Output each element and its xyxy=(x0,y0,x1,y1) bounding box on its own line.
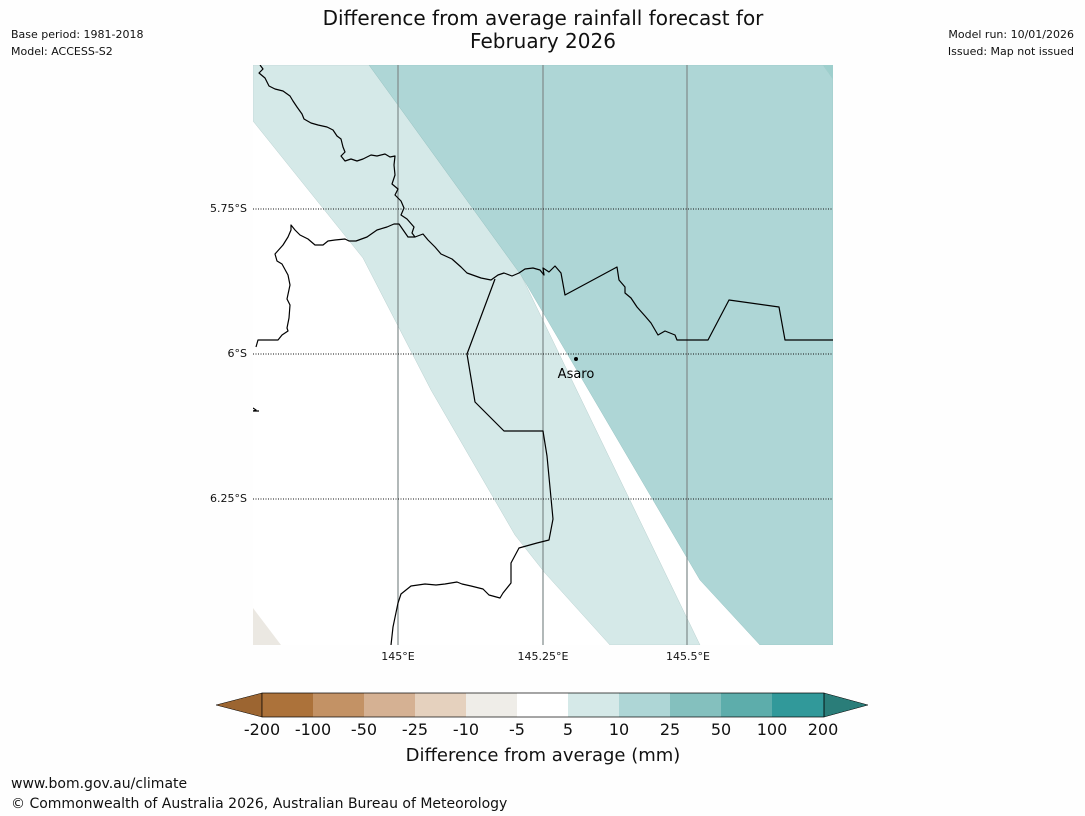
metadata-left: Base period: 1981-2018 Model: ACCESS-S2 xyxy=(11,26,143,60)
colorbar-tick-label: -50 xyxy=(350,720,378,739)
colorbar-tick-label: 50 xyxy=(710,720,732,739)
colorbar-tick-label: 5 xyxy=(562,720,574,739)
map-svg[interactable]: Asaro xyxy=(253,65,833,645)
lat-label-6-25: 6.25°S xyxy=(210,492,247,505)
colorbar-swatch-1 xyxy=(262,693,313,717)
shade-zone-neg-5-10 xyxy=(253,608,281,645)
colorbar-tick-label: -25 xyxy=(401,720,429,739)
title-line-1: Difference from average rainfall forecas… xyxy=(322,6,764,30)
boundary-east-ridge xyxy=(414,233,833,341)
colorbar-swatch-2 xyxy=(313,693,364,717)
lon-label-145: 145°E xyxy=(381,650,415,663)
colorbar xyxy=(216,692,869,718)
boundary-north xyxy=(255,65,416,348)
model-text: Model: ACCESS-S2 xyxy=(11,45,113,58)
lat-label-6: 6°S xyxy=(227,347,247,360)
colorbar-tick-label: 100 xyxy=(756,720,788,739)
colorbar-extend-high xyxy=(823,692,869,718)
title-line-2: February 2026 xyxy=(470,29,616,53)
colorbar-tick-label: -200 xyxy=(243,720,281,739)
metadata-right: Model run: 10/01/2026 Issued: Map not is… xyxy=(948,26,1074,60)
footer-url[interactable]: www.bom.gov.au/climate xyxy=(11,776,188,792)
province-boundaries xyxy=(253,65,833,645)
colorbar-swatch-4 xyxy=(415,693,466,717)
colorbar-swatch-11 xyxy=(772,693,824,717)
colorbar-title: Difference from average (mm) xyxy=(405,745,681,766)
shade-zone-25-50 xyxy=(823,65,833,79)
colorbar-swatch-10 xyxy=(721,693,772,717)
colorbar-outline xyxy=(261,692,825,718)
colorbar-extend-low xyxy=(216,692,263,718)
lon-label-145-5: 145.5°E xyxy=(666,650,710,663)
base-period-text: Base period: 1981-2018 xyxy=(11,28,144,41)
town-marker-asaro[interactable] xyxy=(574,357,578,361)
issued-text: Issued: Map not issued xyxy=(947,45,1074,58)
town-label-asaro: Asaro xyxy=(558,367,595,382)
colorbar-swatch-5 xyxy=(466,693,517,717)
colorbar-tick-label: 10 xyxy=(608,720,630,739)
colorbar-swatch-9 xyxy=(670,693,721,717)
colorbar-tick-label: -10 xyxy=(452,720,480,739)
model-run-text: Model run: 10/01/2026 xyxy=(948,28,1074,41)
footer-copyright: © Commonwealth of Australia 2026, Austra… xyxy=(11,796,508,812)
lon-label-145-25: 145.25°E xyxy=(517,650,569,663)
colorbar-swatch-3 xyxy=(364,693,415,717)
boundary-inner-district xyxy=(390,278,554,645)
colorbar-tick-label: 200 xyxy=(807,720,839,739)
colorbar-swatch-8 xyxy=(619,693,670,717)
colorbar-tick-label: -5 xyxy=(509,720,525,739)
colorbar-tick-label: -100 xyxy=(294,720,332,739)
colorbar-tick-label: 25 xyxy=(659,720,681,739)
map-panel[interactable]: Asaro xyxy=(253,65,833,645)
colorbar-swatch-7 xyxy=(568,693,619,717)
map-title: Difference from average rainfall forecas… xyxy=(243,7,843,53)
boundary-west-stub xyxy=(253,407,259,412)
colorbar-swatch-6 xyxy=(517,693,568,717)
lat-label-5-75: 5.75°S xyxy=(210,202,247,215)
footer: www.bom.gov.au/climate © Commonwealth of… xyxy=(11,774,507,814)
